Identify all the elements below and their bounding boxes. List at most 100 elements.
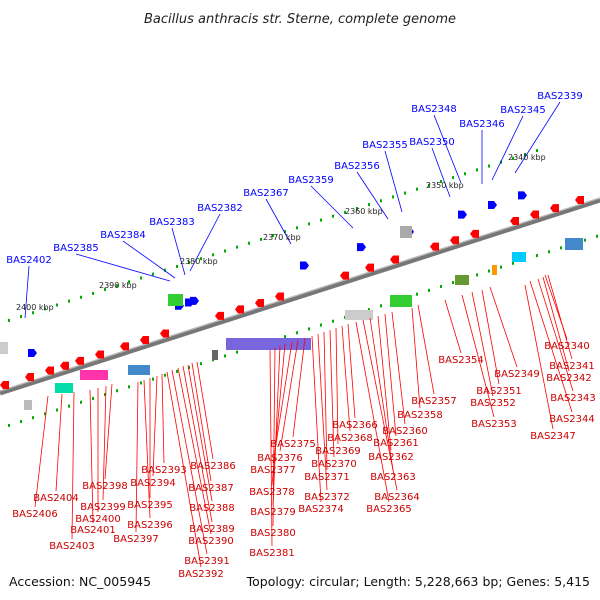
reverse-gene-leader	[104, 383, 113, 480]
inner-tick-dot	[380, 304, 382, 308]
reverse-gene-leader	[471, 291, 494, 397]
reverse-gene-leader	[135, 381, 139, 533]
outer-tick-dot	[428, 183, 430, 187]
forward-gene-leader	[433, 114, 462, 184]
reverse-gene-label: BAS2364	[374, 492, 420, 503]
reverse-gene-leader	[187, 364, 213, 502]
scale-label: 2370 kbp	[263, 233, 301, 242]
reverse-gene-arrow	[160, 329, 169, 338]
reverse-gene-label: BAS2380	[250, 528, 296, 539]
inner-tick-dot	[68, 404, 70, 408]
reverse-gene-arrow	[140, 335, 149, 344]
outer-tick-dot	[344, 210, 346, 214]
scale-label: 2340 kbp	[508, 153, 546, 162]
inner-tick-dot	[188, 366, 190, 370]
inner-tick-dot	[224, 354, 226, 358]
reverse-gene-label: BAS2351	[476, 386, 522, 397]
forward-gene-label: BAS2350	[409, 137, 455, 148]
outer-tick-dot	[308, 222, 310, 226]
forward-gene-label: BAS2383	[149, 217, 195, 228]
inner-tick-dot	[176, 369, 178, 373]
feature-block	[400, 226, 412, 238]
outer-tick-dot	[296, 226, 298, 230]
outer-tick-dot	[332, 214, 334, 218]
outer-tick-dot	[224, 249, 226, 253]
reverse-gene-arrow	[470, 229, 479, 238]
reverse-gene-leader	[461, 294, 495, 418]
reverse-gene-label: BAS2391	[184, 556, 230, 567]
reverse-gene-label: BAS2401	[70, 525, 116, 536]
reverse-gene-leader	[417, 304, 435, 395]
forward-gene-label: BAS2348	[411, 104, 457, 115]
reverse-gene-label: BAS2344	[549, 414, 595, 425]
reverse-gene-leader	[311, 335, 322, 503]
reverse-gene-leader	[329, 329, 335, 458]
reverse-gene-label: BAS2399	[80, 502, 126, 513]
reverse-gene-label: BAS2369	[315, 446, 361, 457]
inner-tick-dot	[56, 408, 58, 412]
scale-label: 2380 kbp	[180, 257, 218, 266]
forward-gene-leader	[171, 227, 186, 276]
reverse-gene-leader	[71, 391, 75, 540]
forward-gene-arrow	[190, 296, 199, 305]
reverse-gene-leader	[196, 361, 214, 460]
reverse-gene-arrow	[340, 271, 349, 280]
reverse-gene-label: BAS2377	[250, 465, 296, 476]
outer-tick-dot	[392, 195, 394, 199]
forward-gene-label: BAS2385	[53, 243, 99, 254]
reverse-gene-label: BAS2360	[382, 426, 428, 437]
backbone-line	[0, 197, 600, 396]
reverse-gene-label: BAS2371	[304, 472, 350, 483]
outer-tick-dot	[68, 299, 70, 303]
genome-backbone	[0, 197, 600, 396]
reverse-gene-leader	[529, 280, 573, 413]
reverse-gene-leader	[489, 286, 518, 368]
forward-gene-arrow	[518, 191, 527, 200]
label-leader-lines	[24, 101, 574, 568]
inner-tick-dot	[8, 423, 10, 427]
inner-tick-dot	[500, 265, 502, 269]
forward-gene-arrow	[357, 243, 366, 252]
inner-tick-dot	[32, 416, 34, 420]
map-title: Bacillus anthracis str. Sterne, complete…	[144, 12, 456, 27]
outer-tick-dot	[248, 241, 250, 245]
reverse-gene-label: BAS2362	[368, 452, 414, 463]
outer-tick-dot	[104, 288, 106, 292]
reverse-gene-label: BAS2374	[298, 504, 344, 515]
reverse-gene-arrow	[550, 204, 559, 213]
reverse-gene-arrow	[275, 292, 284, 301]
outer-tick-dot	[200, 257, 202, 261]
forward-gene-leader	[122, 240, 176, 279]
reverse-gene-leader	[269, 349, 273, 547]
reverse-gene-arrow	[450, 236, 459, 245]
outer-tick-dot	[404, 191, 406, 195]
feature-block	[345, 310, 373, 320]
forward-gene-leader	[431, 147, 451, 198]
inner-tick-dot	[512, 261, 514, 265]
reverse-gene-arrow	[25, 372, 34, 381]
reverse-gene-label: BAS2354	[438, 355, 484, 366]
reverse-gene-leader	[182, 365, 213, 523]
reverse-gene-label: BAS2372	[304, 492, 350, 503]
reverse-gene-label: BAS2389	[189, 524, 235, 535]
reverse-gene-label: BAS2387	[188, 483, 234, 494]
outer-tick-dot	[284, 230, 286, 234]
feature-block	[455, 275, 469, 285]
reverse-gene-label: BAS2361	[373, 438, 419, 449]
outer-tick-dot	[368, 203, 370, 207]
feature-block	[24, 400, 32, 410]
reverse-gene-leader	[369, 317, 394, 471]
reverse-gene-leader	[347, 323, 356, 419]
feature-block	[390, 295, 412, 307]
inner-tick-dot	[296, 331, 298, 335]
reverse-gene-arrow	[510, 216, 519, 225]
reverse-gene-label: BAS2365	[366, 504, 412, 515]
forward-gene-leader	[24, 265, 30, 319]
forward-gene-arrow	[458, 210, 467, 219]
forward-gene-label: BAS2355	[362, 140, 408, 151]
reverse-gene-leader	[143, 379, 151, 519]
forward-gene-leader	[491, 115, 524, 181]
forward-gene-label: BAS2359	[288, 175, 334, 186]
outer-tick-dot	[536, 149, 538, 153]
